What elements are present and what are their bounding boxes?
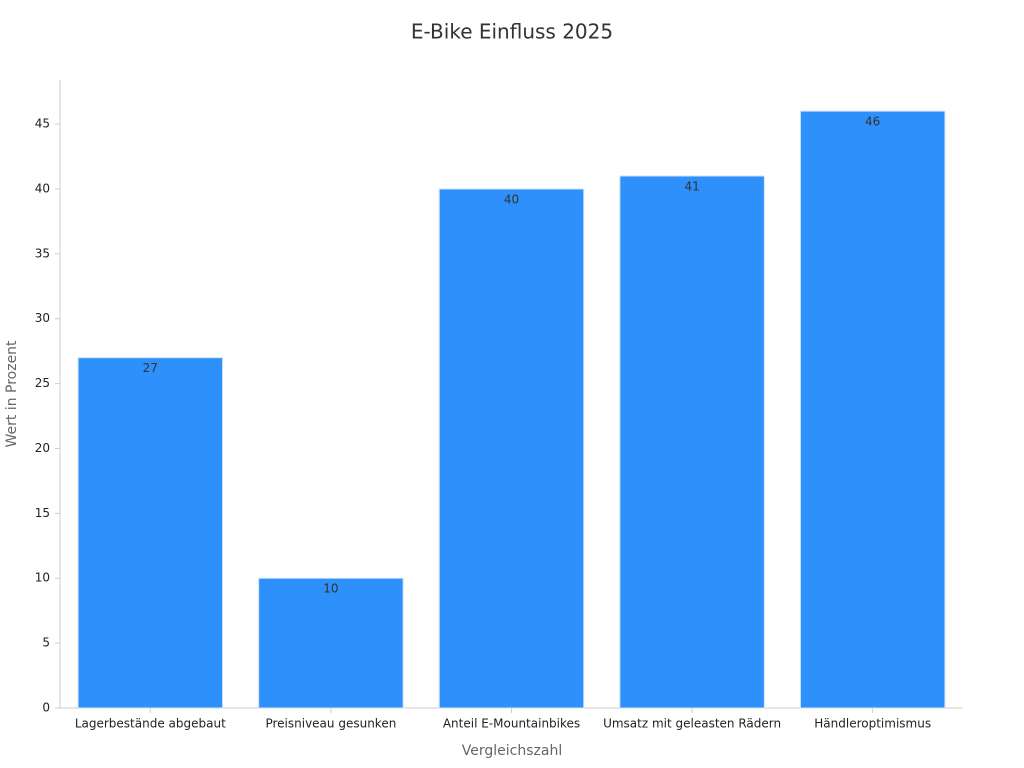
chart-title: E-Bike Einfluss 2025 bbox=[411, 20, 613, 44]
data-label: 27 bbox=[143, 361, 158, 375]
y-tick-label: 15 bbox=[35, 506, 50, 520]
y-tick-label: 25 bbox=[35, 376, 50, 390]
x-tick-label: Händleroptimismus bbox=[814, 717, 931, 731]
bar bbox=[619, 175, 765, 709]
y-tick-label: 0 bbox=[42, 701, 50, 715]
data-label: 40 bbox=[504, 192, 519, 206]
x-tick-label: Lagerbestände abgebaut bbox=[75, 717, 226, 731]
data-label: 41 bbox=[684, 180, 699, 194]
y-tick-label: 5 bbox=[42, 636, 50, 650]
data-label: 10 bbox=[323, 582, 338, 596]
x-axis-title: Vergleichszahl bbox=[462, 743, 562, 759]
bar bbox=[77, 357, 224, 709]
y-axis-title: Wert in Prozent bbox=[4, 340, 20, 448]
y-tick-label: 40 bbox=[35, 181, 50, 195]
bar bbox=[258, 577, 404, 709]
data-label: 46 bbox=[865, 115, 880, 129]
y-tick-label: 45 bbox=[35, 117, 50, 131]
x-tick-label: Preisniveau gesunken bbox=[265, 717, 396, 731]
bar bbox=[799, 110, 946, 709]
x-tick-label: Anteil E-Mountainbikes bbox=[443, 717, 580, 731]
y-tick-label: 20 bbox=[35, 441, 50, 455]
bar bbox=[438, 188, 585, 709]
x-tick-label: Umsatz mit geleasten Rädern bbox=[603, 717, 781, 731]
y-tick-label: 35 bbox=[35, 246, 50, 260]
y-tick-label: 30 bbox=[35, 311, 50, 325]
y-tick-label: 10 bbox=[35, 571, 50, 585]
